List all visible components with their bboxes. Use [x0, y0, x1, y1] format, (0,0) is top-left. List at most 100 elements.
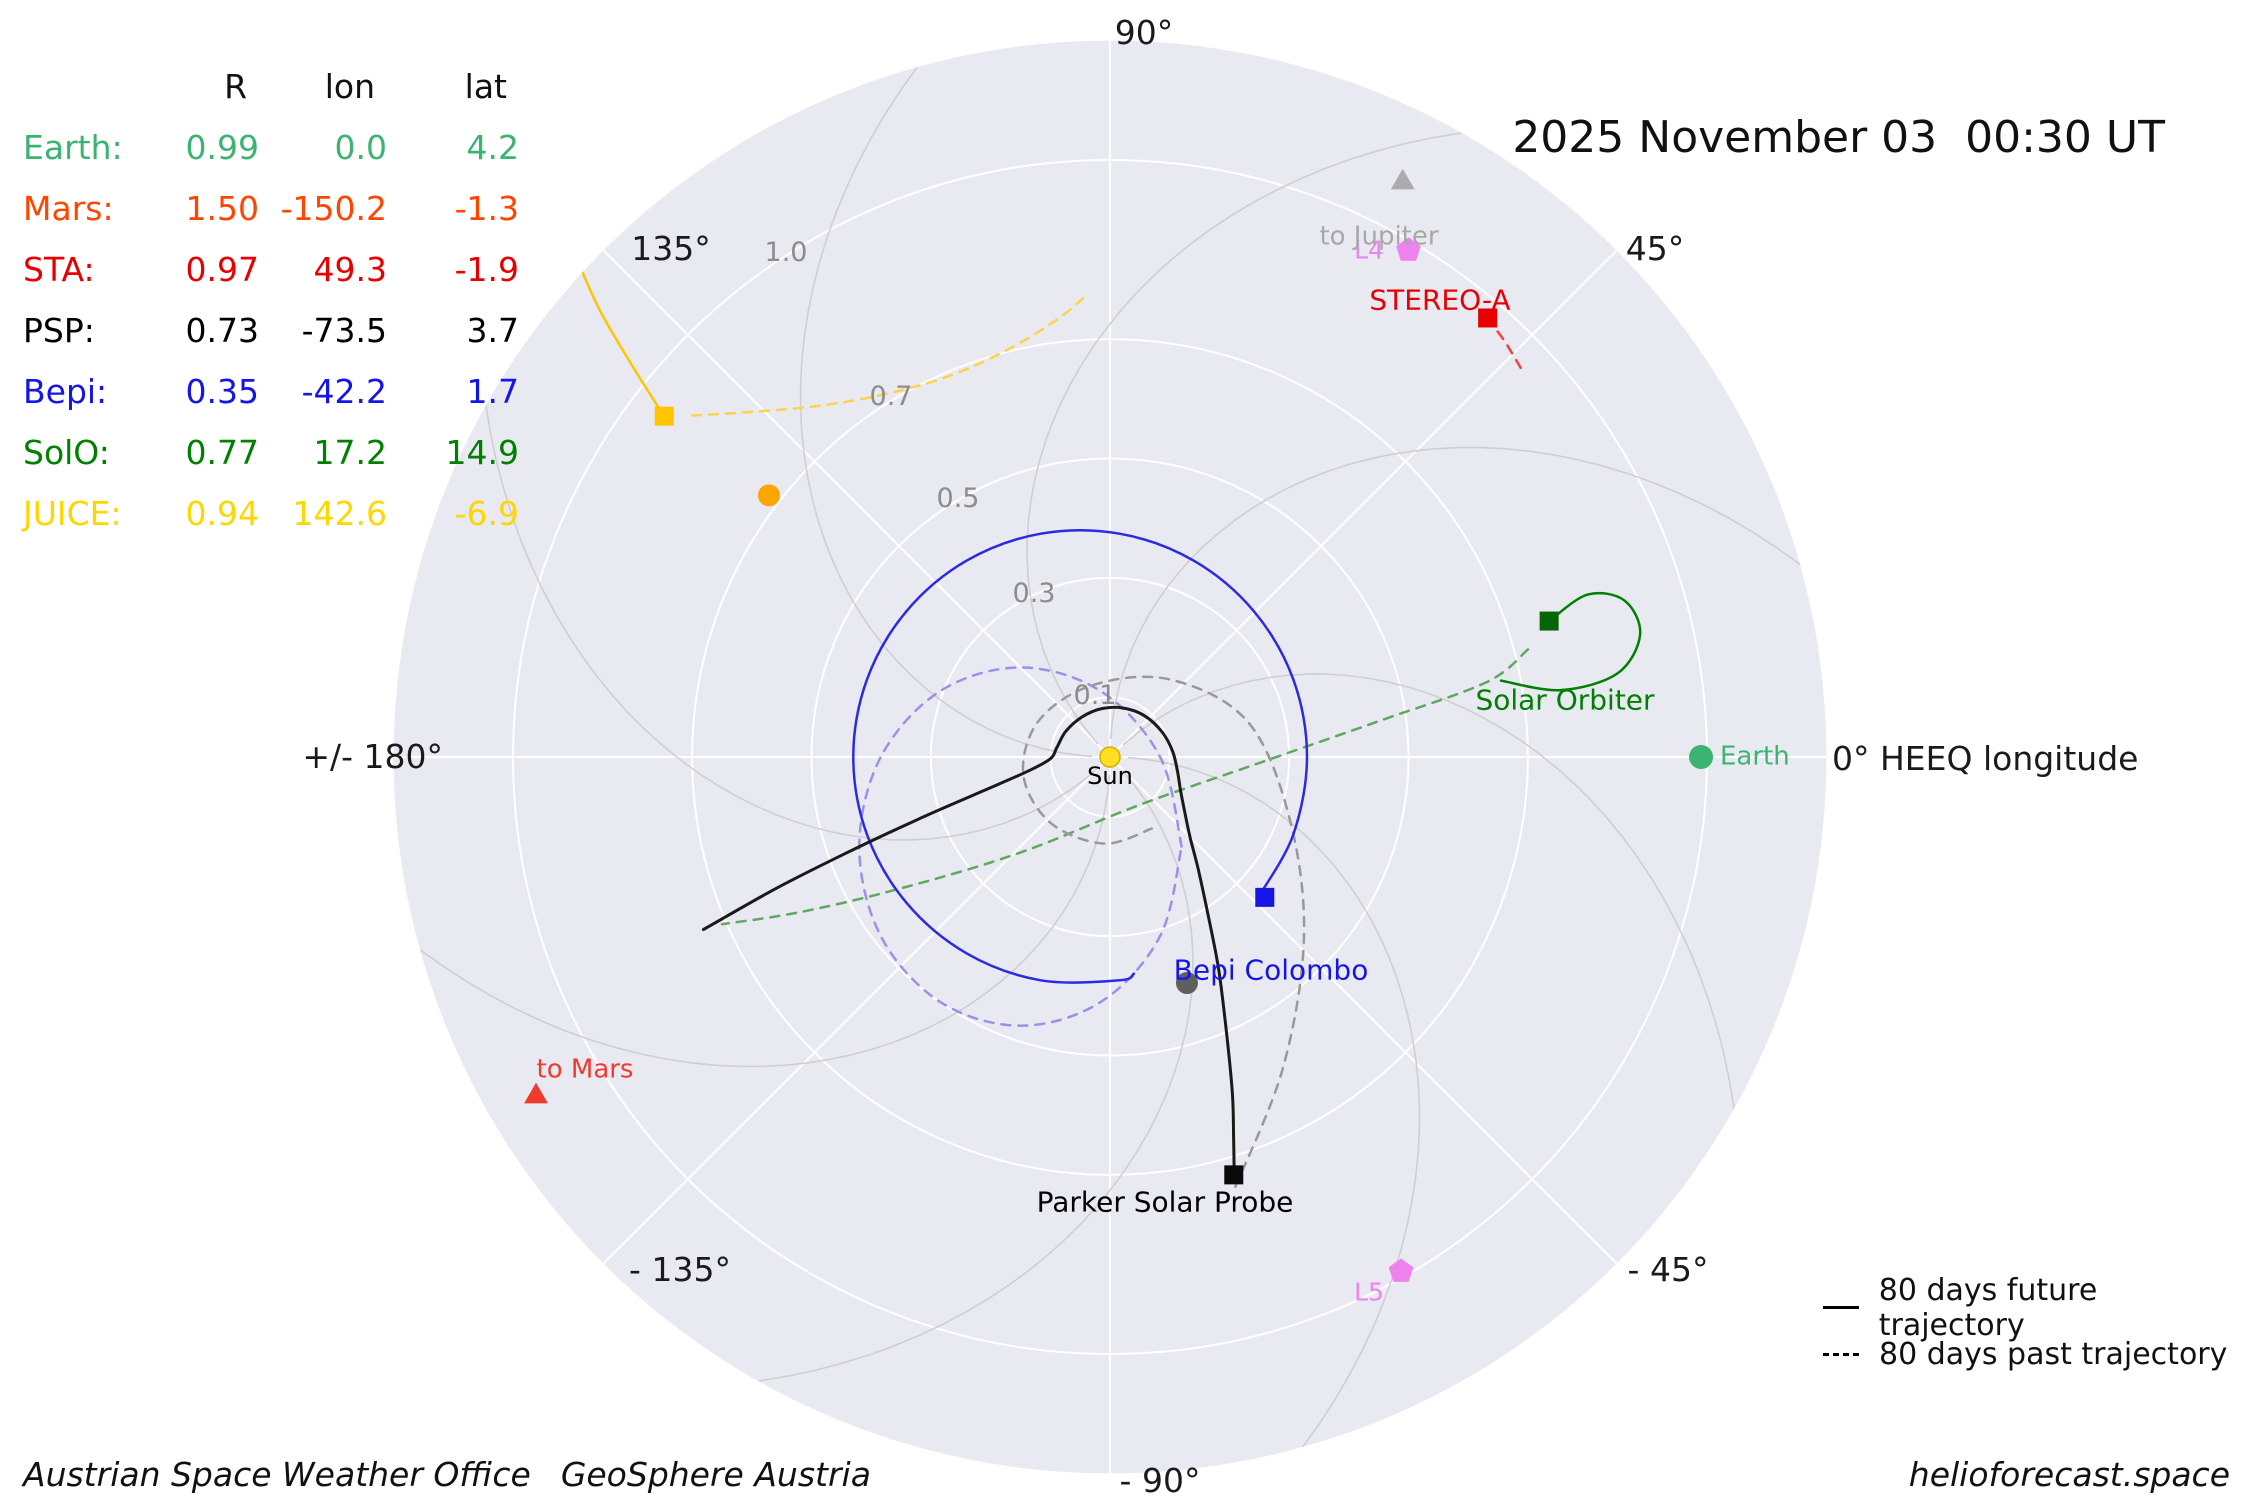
radius-gridline [929, 576, 1291, 938]
to-jupiter-label: to Jupiter [1319, 221, 1439, 252]
table-cell-lon: -42.2 [301, 372, 387, 411]
footer-office: Austrian Space Weather Office [23, 1455, 531, 1494]
table-cell-name: JUICE: [23, 494, 122, 533]
table-cell-name: Mars: [23, 189, 114, 228]
datetime-title: 2025 November 03 00:30 UT [1512, 112, 2165, 163]
footer-site: helioforecast.space [1908, 1455, 2230, 1494]
legend-future-label: 80 days future trajectory [1878, 1272, 2098, 1343]
table-cell-lat: 3.7 [466, 311, 519, 350]
bepi-colombo-marker [1255, 887, 1275, 907]
psp-future-trajectory [701, 705, 1236, 1177]
table-cell-lon: -73.5 [301, 311, 387, 350]
table-cell-R: 0.94 [185, 494, 259, 533]
table-cell-R: 0.99 [185, 128, 259, 167]
radius-label-0-5: 0.5 [936, 483, 980, 515]
angle-label-m135: - 135° [629, 1249, 731, 1289]
legend-row-future: 80 days future trajectory [1823, 1273, 2250, 1343]
parker-spiral-gridline [485, 405, 1098, 841]
radius-gridline [691, 338, 1529, 1176]
parker-spiral-gridline [1122, 673, 1735, 1109]
bepi-future-trajectory [852, 529, 1309, 984]
table-cell-lat: 14.9 [445, 433, 519, 472]
table-row-earth: Earth: 0.99 0.0 4.2 [23, 117, 519, 178]
table-row-juice: JUICE: 0.94 142.6 -6.9 [23, 483, 519, 544]
radius-label-0-3: 0.3 [1012, 578, 1056, 610]
solid-line-icon [1823, 1306, 1859, 1309]
stereo-a-label: STEREO-A [1369, 283, 1511, 317]
parker-spiral-gridline [1109, 446, 1801, 740]
trajectory-legend: 80 days future trajectory 80 days past t… [1823, 1273, 2250, 1378]
table-row-sta: STA: 0.97 49.3 -1.9 [23, 239, 519, 300]
angle-label-m90: - 90° [1119, 1460, 1201, 1500]
parker-solar-probe-label: Parker Solar Probe [1036, 1185, 1294, 1219]
table-cell-name: Bepi: [23, 372, 108, 411]
mercury-marker [1175, 972, 1198, 995]
l4-marker [1396, 237, 1421, 261]
earth-label: Earth [1720, 741, 1790, 772]
juice-past-trajectory [690, 297, 1085, 417]
legend-past-label: 80 days past trajectory [1879, 1337, 2228, 1372]
earth-marker [1689, 745, 1714, 769]
solo-past-trajectory [720, 648, 1530, 926]
sun-marker [1099, 746, 1121, 768]
table-cell-lon: 49.3 [313, 250, 387, 289]
to-mars-label: to Mars [536, 1054, 634, 1085]
position-table: R lon lat Earth: 0.99 0.0 4.2 Mars: 1.50 -150.… [23, 56, 519, 544]
table-cell-lon: -150.2 [280, 189, 387, 228]
table-cell-lat: -6.9 [454, 494, 519, 533]
angle-label-m45: - 45° [1627, 1249, 1709, 1289]
l4-label: L4 [1354, 235, 1384, 265]
table-header-row: R lon lat [23, 56, 519, 117]
radius-label-0-1: 0.1 [1073, 680, 1117, 712]
parker-spiral-gridline [419, 774, 1111, 1068]
legend-row-past: 80 days past trajectory [1823, 1331, 2250, 1378]
table-cell-lat: 1.7 [466, 372, 519, 411]
table-cell-name: Earth: [23, 128, 123, 167]
l5-label: L5 [1354, 1277, 1384, 1307]
parker-spiral-gridline [1026, 132, 1462, 745]
angle-label-0-heeq: 0° HEEQ longitude [1832, 738, 2139, 778]
table-cell-name: STA: [23, 250, 95, 289]
table-row-solo: SolO: 0.77 17.2 14.9 [23, 422, 519, 483]
table-cell-lon: 0.0 [334, 128, 387, 167]
footer-agency: GeoSphere Austria [560, 1455, 871, 1494]
col-header-R: R [224, 67, 247, 106]
radius-label-1-0: 1.0 [764, 237, 808, 269]
parker-solar-probe-marker [1224, 1165, 1244, 1185]
table-row-psp: PSP: 0.73 -73.5 3.7 [23, 300, 519, 361]
radius-label-0-7: 0.7 [869, 381, 913, 413]
table-cell-R: 0.35 [185, 372, 259, 411]
solar-orbiter-label: Solar Orbiter [1475, 683, 1655, 717]
footer-left: Austrian Space Weather Office GeoSphere A… [23, 1455, 871, 1494]
col-header-lat: lat [464, 67, 507, 106]
to-jupiter-marker [1390, 168, 1415, 190]
table-body: Earth: 0.99 0.0 4.2 Mars: 1.50 -150.2 -1.3 STA: 0… [23, 117, 519, 544]
stereo-a-marker [1478, 308, 1498, 328]
table-cell-R: 1.50 [185, 189, 259, 228]
parker-spiral-gridline [799, 66, 1093, 758]
table-cell-lat: 4.2 [466, 128, 519, 167]
juice-future-trajectory [580, 269, 666, 418]
radius-gridline [810, 457, 1410, 1057]
table-cell-R: 0.77 [185, 433, 259, 472]
angle-label-45: 45° [1625, 228, 1685, 268]
angle-label-180: +/- 180° [302, 736, 443, 776]
sun-label: Sun [1087, 761, 1133, 790]
table-row-mars: Mars: 1.50 -150.2 -1.3 [23, 178, 519, 239]
col-header-lon: lon [324, 67, 375, 106]
table-cell-lon: 17.2 [313, 433, 387, 472]
to-mars-marker [524, 1082, 548, 1104]
table-cell-name: SolO: [23, 433, 110, 472]
table-row-bepi: Bepi: 0.35 -42.2 1.7 [23, 361, 519, 422]
table-cell-lon: 142.6 [292, 494, 387, 533]
bepi-colombo-label: Bepi Colombo [1173, 953, 1369, 987]
solar-orbiter-marker [1539, 611, 1559, 631]
table-cell-name: PSP: [23, 311, 95, 350]
psp-past-trajectory [1021, 675, 1306, 1189]
juice-marker [654, 406, 674, 426]
angle-label-135: 135° [631, 228, 711, 268]
table-cell-lat: -1.3 [454, 189, 519, 228]
table-cell-R: 0.97 [185, 250, 259, 289]
parker-spiral-gridline [758, 769, 1194, 1382]
